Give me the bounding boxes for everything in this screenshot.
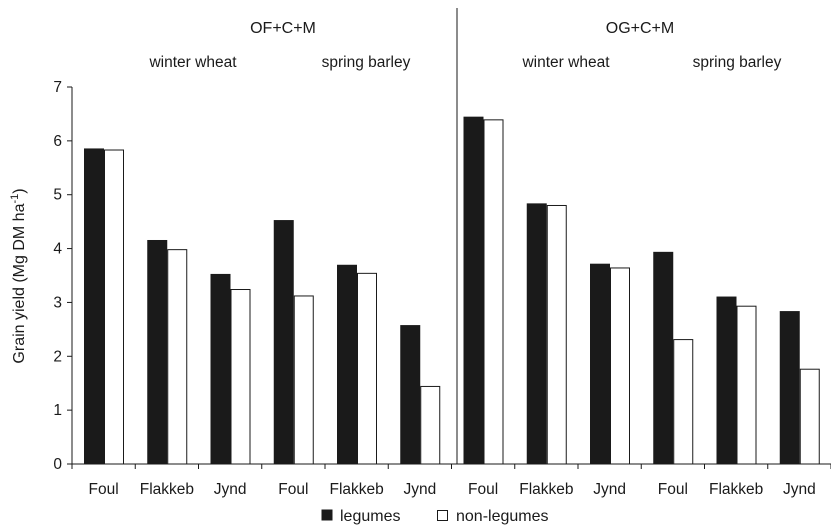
legend-label-legumes: legumes [340, 508, 400, 525]
bar-non-legumes-foul [293, 295, 314, 465]
y-axis-label-end: ) [11, 188, 28, 193]
group-label-og: OG+C+M [606, 20, 674, 37]
bar-non-legumes-foul [673, 339, 694, 465]
bar-legumes-foul [463, 116, 484, 465]
bar-legumes-jynd [400, 325, 421, 465]
x-category-label: Jynd [214, 481, 247, 498]
bar-legumes-flakkeb [716, 296, 737, 465]
y-tick-label: 5 [53, 187, 62, 204]
legend: legumes non-legumes [321, 508, 549, 525]
x-category-label: Jynd [593, 481, 626, 498]
bar-non-legumes-jynd [799, 368, 820, 465]
y-tick-label: 7 [53, 79, 62, 96]
bar-legumes-flakkeb [526, 203, 547, 465]
bar-legumes-flakkeb [337, 264, 357, 465]
bar-legumes-jynd [210, 273, 231, 465]
bar-non-legumes-foul [104, 149, 124, 465]
bar-non-legumes-flakkeb [546, 204, 567, 465]
y-tick-label: 1 [53, 402, 62, 419]
legend-label-non-legumes: non-legumes [456, 508, 549, 525]
y-tick-label: 3 [53, 294, 62, 311]
subgroup-label-of-spring-barley: spring barley [322, 54, 411, 71]
bar-non-legumes-foul [483, 119, 504, 465]
bar-legumes-jynd [590, 263, 610, 465]
bar-legumes-foul [273, 220, 294, 465]
x-category-label: Foul [278, 481, 308, 498]
y-tick-label: 0 [53, 456, 62, 473]
y-tick-label: 6 [53, 133, 62, 150]
subgroup-label-of-winter-wheat: winter wheat [148, 54, 237, 71]
x-category-label: Jynd [404, 481, 437, 498]
x-category-label: Flakkeb [140, 481, 194, 498]
y-axis-label: Grain yield (Mg DM ha-1) [9, 188, 28, 363]
x-axis-ticks [71, 464, 831, 469]
legend-swatch-non-legumes [437, 510, 448, 521]
x-category-label: Flakkeb [329, 481, 383, 498]
legend-swatch-legumes [321, 509, 333, 521]
bar-non-legumes-jynd [610, 267, 630, 465]
bar-legumes-foul [653, 251, 674, 465]
bars [84, 116, 820, 465]
bar-legumes-jynd [779, 311, 800, 465]
bar-non-legumes-flakkeb [736, 305, 757, 465]
bar-non-legumes-flakkeb [357, 272, 377, 465]
x-category-label: Flakkeb [709, 481, 763, 498]
y-axis-label-text: Grain yield (Mg DM ha [11, 203, 28, 363]
category-labels: Foul Flakkeb Jynd Foul Flakkeb Jynd Foul Flakke… [89, 481, 816, 498]
group-label-of: OF+C+M [250, 20, 316, 37]
bar-legumes-foul [84, 148, 104, 465]
y-tick-label: 4 [53, 241, 62, 258]
bar-legumes-flakkeb [147, 239, 168, 465]
y-axis-ticks: 0 1 2 3 4 5 6 7 [53, 79, 72, 473]
subgroup-label-og-spring-barley: spring barley [693, 54, 782, 71]
x-category-label: Flakkeb [519, 481, 573, 498]
bar-non-legumes-jynd [420, 385, 441, 465]
y-tick-label: 2 [53, 348, 62, 365]
subgroup-label-og-winter-wheat: winter wheat [521, 54, 610, 71]
x-category-label: Foul [89, 481, 119, 498]
bar-non-legumes-jynd [230, 289, 251, 465]
x-category-label: Foul [468, 481, 498, 498]
x-category-label: Jynd [783, 481, 816, 498]
bar-non-legumes-flakkeb [167, 249, 188, 465]
x-category-label: Foul [658, 481, 688, 498]
y-axis-label-superscript: -1 [9, 194, 21, 204]
